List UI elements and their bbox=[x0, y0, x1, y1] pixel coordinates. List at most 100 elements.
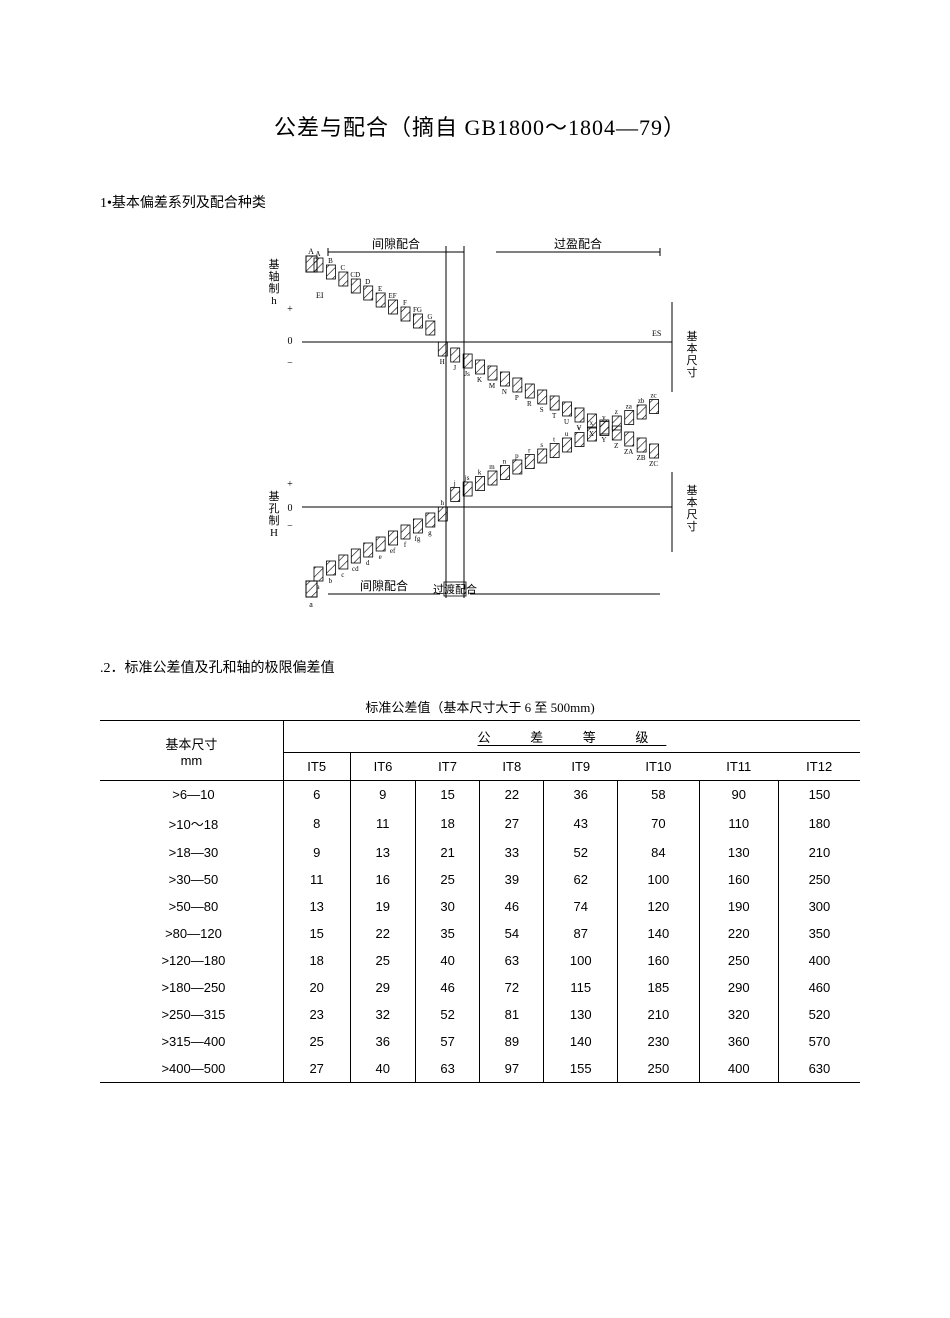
value-cell: 360 bbox=[699, 1028, 778, 1055]
svg-text:U: U bbox=[564, 418, 569, 426]
value-cell: 180 bbox=[778, 808, 860, 839]
svg-text:H: H bbox=[270, 527, 278, 539]
svg-text:b: b bbox=[329, 577, 333, 585]
svg-text:D: D bbox=[365, 278, 370, 286]
svg-text:基: 基 bbox=[687, 330, 698, 343]
value-cell: 32 bbox=[350, 1001, 415, 1028]
range-cell: >80—120 bbox=[100, 920, 283, 947]
value-cell: 52 bbox=[415, 1001, 479, 1028]
svg-text:s: s bbox=[540, 441, 543, 449]
value-cell: 400 bbox=[699, 1055, 778, 1083]
svg-text:基: 基 bbox=[269, 258, 280, 271]
table-row: >400—50027406397155250400630 bbox=[100, 1055, 860, 1083]
value-cell: 155 bbox=[544, 1055, 618, 1083]
value-cell: 40 bbox=[350, 1055, 415, 1083]
value-cell: 8 bbox=[283, 808, 350, 839]
svg-text:基: 基 bbox=[687, 484, 698, 497]
value-cell: 290 bbox=[699, 974, 778, 1001]
svg-text:ZC: ZC bbox=[649, 460, 658, 468]
value-cell: 22 bbox=[350, 920, 415, 947]
deviation-series-diagram: 基轴制h基孔制H基本尺寸基本尺寸+0−+0−间隙配合过盈配合ESEIABCCDD… bbox=[260, 232, 700, 617]
value-cell: 11 bbox=[350, 808, 415, 839]
value-cell: 250 bbox=[778, 866, 860, 893]
tolerance-table: 基本尺寸 mm 公 差 等 级 IT5IT6IT7IT8IT9IT10IT11I… bbox=[100, 720, 860, 1083]
value-cell: 30 bbox=[415, 893, 479, 920]
value-cell: 13 bbox=[350, 839, 415, 866]
value-cell: 46 bbox=[480, 893, 544, 920]
table-row: >30—501116253962100160250 bbox=[100, 866, 860, 893]
value-cell: 81 bbox=[480, 1001, 544, 1028]
value-cell: 13 bbox=[283, 893, 350, 920]
value-cell: 160 bbox=[699, 866, 778, 893]
value-cell: 57 bbox=[415, 1028, 479, 1055]
value-cell: 27 bbox=[480, 808, 544, 839]
table-row: >50—801319304674120190300 bbox=[100, 893, 860, 920]
svg-text:间隙配合: 间隙配合 bbox=[360, 578, 408, 593]
col1-header-l2: mm bbox=[181, 753, 203, 768]
value-cell: 9 bbox=[283, 839, 350, 866]
svg-text:F: F bbox=[403, 299, 407, 307]
svg-text:寸: 寸 bbox=[687, 519, 698, 533]
value-cell: 400 bbox=[778, 947, 860, 974]
value-cell: 220 bbox=[699, 920, 778, 947]
value-cell: 29 bbox=[350, 974, 415, 1001]
value-cell: 22 bbox=[480, 781, 544, 809]
range-cell: >10〜18 bbox=[100, 808, 283, 839]
range-cell: >120—180 bbox=[100, 947, 283, 974]
svg-text:h: h bbox=[441, 499, 445, 507]
value-cell: 570 bbox=[778, 1028, 860, 1055]
svg-text:S: S bbox=[540, 406, 544, 414]
value-cell: 84 bbox=[618, 839, 700, 866]
svg-text:f: f bbox=[404, 541, 407, 549]
svg-text:z: z bbox=[615, 408, 618, 416]
section-2-heading: .2．标准公差值及孔和轴的极限偏差值 bbox=[100, 657, 860, 677]
grade-header-it7: IT7 bbox=[415, 753, 479, 781]
svg-text:Js: Js bbox=[464, 370, 470, 378]
value-cell: 87 bbox=[544, 920, 618, 947]
value-cell: 160 bbox=[618, 947, 700, 974]
value-cell: 36 bbox=[350, 1028, 415, 1055]
value-cell: 140 bbox=[544, 1028, 618, 1055]
value-cell: 250 bbox=[618, 1055, 700, 1083]
value-cell: 350 bbox=[778, 920, 860, 947]
svg-text:e: e bbox=[379, 553, 382, 561]
range-cell: >50—80 bbox=[100, 893, 283, 920]
svg-text:B: B bbox=[328, 257, 333, 265]
svg-text:js: js bbox=[464, 474, 470, 482]
value-cell: 11 bbox=[283, 866, 350, 893]
value-cell: 19 bbox=[350, 893, 415, 920]
svg-text:y: y bbox=[602, 414, 606, 422]
svg-text:+: + bbox=[287, 304, 293, 315]
svg-text:K: K bbox=[477, 376, 482, 384]
svg-text:EF: EF bbox=[388, 292, 396, 300]
value-cell: 97 bbox=[480, 1055, 544, 1083]
value-cell: 460 bbox=[778, 974, 860, 1001]
table-row: >10〜1881118274370110180 bbox=[100, 808, 860, 839]
value-cell: 150 bbox=[778, 781, 860, 809]
value-cell: 43 bbox=[544, 808, 618, 839]
range-cell: >180—250 bbox=[100, 974, 283, 1001]
value-cell: 15 bbox=[415, 781, 479, 809]
svg-text:m: m bbox=[489, 463, 495, 471]
value-cell: 21 bbox=[415, 839, 479, 866]
value-cell: 33 bbox=[480, 839, 544, 866]
svg-text:EI: EI bbox=[316, 291, 324, 300]
svg-text:0: 0 bbox=[288, 503, 293, 514]
value-cell: 140 bbox=[618, 920, 700, 947]
svg-text:轴: 轴 bbox=[269, 269, 280, 283]
svg-text:c: c bbox=[341, 571, 344, 579]
col1-header-l1: 基本尺寸 bbox=[165, 737, 217, 752]
value-cell: 6 bbox=[283, 781, 350, 809]
value-cell: 72 bbox=[480, 974, 544, 1001]
svg-text:基: 基 bbox=[269, 490, 280, 503]
table-row: >6—10691522365890150 bbox=[100, 781, 860, 809]
svg-text:本: 本 bbox=[687, 495, 698, 509]
value-cell: 27 bbox=[283, 1055, 350, 1083]
value-cell: 320 bbox=[699, 1001, 778, 1028]
value-cell: 52 bbox=[544, 839, 618, 866]
value-cell: 74 bbox=[544, 893, 618, 920]
value-cell: 120 bbox=[618, 893, 700, 920]
value-cell: 230 bbox=[618, 1028, 700, 1055]
table-row: >250—31523325281130210320520 bbox=[100, 1001, 860, 1028]
svg-text:CD: CD bbox=[350, 271, 360, 279]
